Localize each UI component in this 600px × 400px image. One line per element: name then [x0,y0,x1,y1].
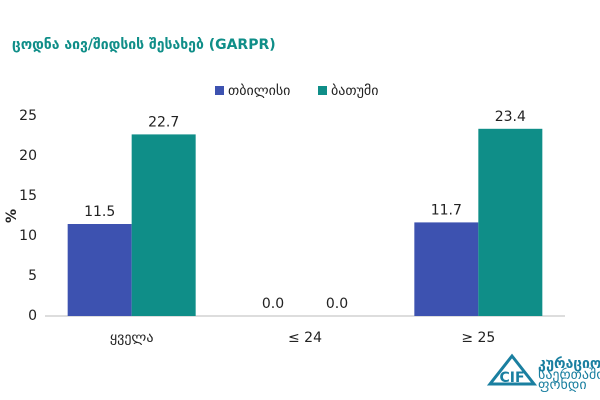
data-label: 22.7 [148,114,179,130]
x-tick-label: ≥ 25 [461,330,495,346]
legend-swatch [318,86,327,95]
logo-mark: CIF [499,370,524,386]
data-label: 0.0 [326,296,348,312]
logo-text: საერთაშორისო [538,366,600,383]
legend-label: თბილისი [228,83,290,99]
y-tick-label: 25 [19,108,37,124]
logo-text: კურაციო [538,356,600,372]
data-label: 0.0 [262,296,284,312]
logo-icon [486,353,538,386]
chart-title: ცოდნა აივ/შიდსის შესახებ (GARPR) [12,37,276,53]
x-tick-label: ყველა [110,330,154,346]
data-label: 11.7 [431,202,462,218]
data-label: 11.5 [84,204,115,220]
legend-swatch [215,86,224,95]
logo-text: ფონდი [538,377,587,393]
y-tick-label: 10 [19,228,37,244]
x-tick-label: ≤ 24 [288,330,322,346]
y-tick-label: 5 [28,268,37,284]
y-tick-label: 20 [19,148,37,164]
y-axis-label: % [4,209,20,223]
y-tick-label: 0 [28,308,37,324]
bar [414,222,479,316]
data-label: 23.4 [495,109,526,125]
bar [131,134,196,316]
logo: CIF კურაციო საერთაშორისო ფონდი [486,353,600,393]
y-tick-label: 15 [19,188,37,204]
bar [67,224,132,316]
bar [478,128,543,316]
legend-label: ბათუმი [331,83,378,99]
